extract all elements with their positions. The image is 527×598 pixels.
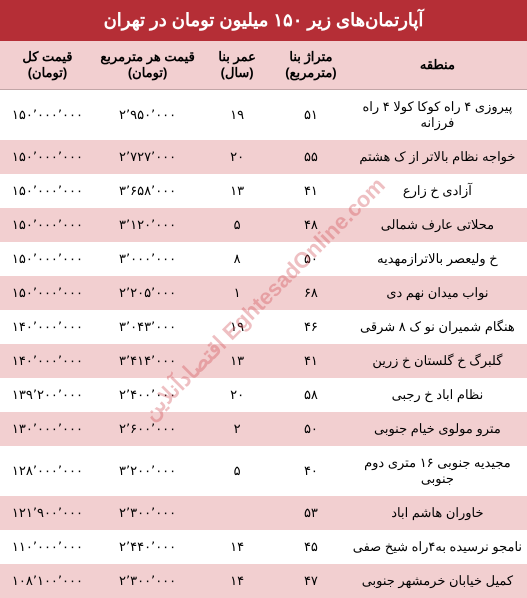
table-row: محلاتی عارف شمالی۴۸۵۳٬۱۲۰٬۰۰۰۱۵۰٬۰۰۰٬۰۰۰ [0,208,527,242]
cell-area: ۵۵ [274,140,348,174]
table-row: مجیدیه جنوبی ۱۶ متری دوم جنوبی۴۰۵۳٬۲۰۰٬۰… [0,446,527,496]
cell-age: ۲۰ [200,140,274,174]
cell-age: ۵ [200,208,274,242]
cell-region: گلبرگ خ گلستان خ زرین [348,344,527,378]
cell-region: کمیل خیابان خرمشهر جنوبی [348,564,527,598]
cell-total: ۱۱۰٬۰۰۰٬۰۰۰ [0,530,95,564]
cell-age: ۱۹ [200,310,274,344]
cell-total: ۱۲۱٬۹۰۰٬۰۰۰ [0,496,95,530]
table-row: هنگام شمیران نو ک ۸ شرقی۴۶۱۹۳٬۰۴۳٬۰۰۰۱۴۰… [0,310,527,344]
table-row: خ ولیعصر بالاترازمهدیه۵۰۸۳٬۰۰۰٬۰۰۰۱۵۰٬۰۰… [0,242,527,276]
cell-age: ۲۰ [200,378,274,412]
table-row: خواجه نظام بالاتر از ک هشتم۵۵۲۰۲٬۷۲۷٬۰۰۰… [0,140,527,174]
col-header-region: منطقه [348,41,527,90]
cell-ppm: ۲٬۶۰۰٬۰۰۰ [95,412,200,446]
col-header-ppm: قیمت هر مترمربع (تومان) [95,41,200,90]
cell-total: ۱۵۰٬۰۰۰٬۰۰۰ [0,242,95,276]
cell-ppm: ۳٬۱۲۰٬۰۰۰ [95,208,200,242]
table-row: مترو مولوی خیام جنوبی۵۰۲۲٬۶۰۰٬۰۰۰۱۳۰٬۰۰۰… [0,412,527,446]
cell-region: خواجه نظام بالاتر از ک هشتم [348,140,527,174]
cell-area: ۵۰ [274,242,348,276]
cell-region: نامجو نرسیده به۴راه شیخ صفی [348,530,527,564]
cell-area: ۵۸ [274,378,348,412]
cell-ppm: ۳٬۴۱۴٬۰۰۰ [95,344,200,378]
cell-age: ۵ [200,446,274,496]
table-title: آپارتمان‌های زیر ۱۵۰ میلیون تومان در تهر… [0,0,527,41]
cell-age: ۱۴ [200,530,274,564]
cell-total: ۱۵۰٬۰۰۰٬۰۰۰ [0,208,95,242]
cell-region: خاوران هاشم اباد [348,496,527,530]
cell-ppm: ۲٬۷۲۷٬۰۰۰ [95,140,200,174]
cell-total: ۱۳۹٬۲۰۰٬۰۰۰ [0,378,95,412]
cell-ppm: ۲٬۹۵۰٬۰۰۰ [95,90,200,141]
cell-area: ۴۶ [274,310,348,344]
cell-total: ۱۳۰٬۰۰۰٬۰۰۰ [0,412,95,446]
apartments-table-container: آپارتمان‌های زیر ۱۵۰ میلیون تومان در تهر… [0,0,527,598]
cell-age: ۲ [200,412,274,446]
cell-region: هنگام شمیران نو ک ۸ شرقی [348,310,527,344]
cell-region: خ ولیعصر بالاترازمهدیه [348,242,527,276]
cell-ppm: ۲٬۳۰۰٬۰۰۰ [95,564,200,598]
apartments-table: منطقه متراژ بنا (مترمربع) عمر بنا (سال) … [0,41,527,598]
cell-region: نواب میدان نهم دی [348,276,527,310]
cell-total: ۱۵۰٬۰۰۰٬۰۰۰ [0,90,95,141]
cell-ppm: ۳٬۶۵۸٬۰۰۰ [95,174,200,208]
table-row: نظام اباد خ رجبی۵۸۲۰۲٬۴۰۰٬۰۰۰۱۳۹٬۲۰۰٬۰۰۰ [0,378,527,412]
cell-total: ۱۴۰٬۰۰۰٬۰۰۰ [0,344,95,378]
cell-total: ۱۵۰٬۰۰۰٬۰۰۰ [0,140,95,174]
cell-age: ۱۳ [200,174,274,208]
cell-area: ۴۷ [274,564,348,598]
table-row: پیروزی ۴ راه کوکا کولا ۴ راه فرزانه۵۱۱۹۲… [0,90,527,141]
cell-age [200,496,274,530]
cell-total: ۱۴۰٬۰۰۰٬۰۰۰ [0,310,95,344]
table-row: کمیل خیابان خرمشهر جنوبی۴۷۱۴۲٬۳۰۰٬۰۰۰۱۰۸… [0,564,527,598]
col-header-age: عمر بنا (سال) [200,41,274,90]
cell-area: ۴۵ [274,530,348,564]
cell-total: ۱۵۰٬۰۰۰٬۰۰۰ [0,276,95,310]
cell-age: ۱۴ [200,564,274,598]
cell-area: ۴۱ [274,344,348,378]
cell-area: ۶۸ [274,276,348,310]
col-header-total: قیمت کل (تومان) [0,41,95,90]
cell-region: پیروزی ۴ راه کوکا کولا ۴ راه فرزانه [348,90,527,141]
cell-age: ۱۹ [200,90,274,141]
cell-ppm: ۲٬۲۰۵٬۰۰۰ [95,276,200,310]
cell-ppm: ۲٬۴۰۰٬۰۰۰ [95,378,200,412]
col-header-area: متراژ بنا (مترمربع) [274,41,348,90]
cell-area: ۴۰ [274,446,348,496]
cell-ppm: ۳٬۰۰۰٬۰۰۰ [95,242,200,276]
table-row: نامجو نرسیده به۴راه شیخ صفی۴۵۱۴۲٬۴۴۰٬۰۰۰… [0,530,527,564]
table-row: آزادی خ زارع۴۱۱۳۳٬۶۵۸٬۰۰۰۱۵۰٬۰۰۰٬۰۰۰ [0,174,527,208]
cell-age: ۱۳ [200,344,274,378]
cell-region: محلاتی عارف شمالی [348,208,527,242]
table-row: گلبرگ خ گلستان خ زرین۴۱۱۳۳٬۴۱۴٬۰۰۰۱۴۰٬۰۰… [0,344,527,378]
table-row: نواب میدان نهم دی۶۸۱۲٬۲۰۵٬۰۰۰۱۵۰٬۰۰۰٬۰۰۰ [0,276,527,310]
cell-area: ۴۱ [274,174,348,208]
cell-area: ۵۰ [274,412,348,446]
cell-region: نظام اباد خ رجبی [348,378,527,412]
cell-region: مجیدیه جنوبی ۱۶ متری دوم جنوبی [348,446,527,496]
cell-age: ۸ [200,242,274,276]
cell-ppm: ۲٬۳۰۰٬۰۰۰ [95,496,200,530]
cell-total: ۱۲۸٬۰۰۰٬۰۰۰ [0,446,95,496]
cell-ppm: ۳٬۲۰۰٬۰۰۰ [95,446,200,496]
cell-ppm: ۲٬۴۴۰٬۰۰۰ [95,530,200,564]
table-header-row: منطقه متراژ بنا (مترمربع) عمر بنا (سال) … [0,41,527,90]
cell-region: مترو مولوی خیام جنوبی [348,412,527,446]
cell-total: ۱۵۰٬۰۰۰٬۰۰۰ [0,174,95,208]
cell-total: ۱۰۸٬۱۰۰٬۰۰۰ [0,564,95,598]
table-row: خاوران هاشم اباد۵۳ ۲٬۳۰۰٬۰۰۰۱۲۱٬۹۰۰٬۰۰۰ [0,496,527,530]
cell-area: ۵۱ [274,90,348,141]
cell-area: ۴۸ [274,208,348,242]
cell-area: ۵۳ [274,496,348,530]
cell-age: ۱ [200,276,274,310]
cell-region: آزادی خ زارع [348,174,527,208]
table-body: پیروزی ۴ راه کوکا کولا ۴ راه فرزانه۵۱۱۹۲… [0,90,527,598]
cell-ppm: ۳٬۰۴۳٬۰۰۰ [95,310,200,344]
